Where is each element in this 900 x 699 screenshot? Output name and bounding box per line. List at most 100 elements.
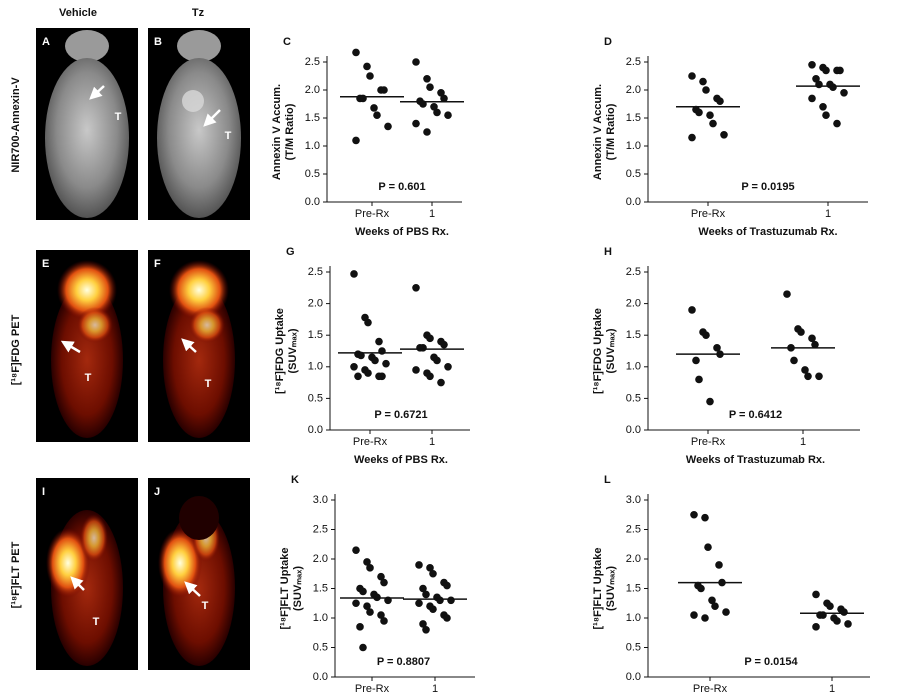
data-point — [366, 72, 374, 80]
column-header: Tz — [192, 7, 205, 19]
image-panel: TJ — [148, 478, 250, 670]
data-point — [412, 58, 420, 66]
data-point — [690, 510, 698, 519]
data-point — [436, 596, 444, 605]
data-point — [363, 62, 371, 71]
y-tick-label: 2.0 — [626, 553, 641, 565]
data-point — [426, 83, 434, 91]
y-axis-label: [¹⁸F]FDG Uptake — [592, 308, 604, 394]
mouse-body — [45, 58, 129, 218]
y-tick-label: 0.0 — [313, 671, 328, 683]
uptake-hotspot — [169, 260, 229, 320]
y-tick-label: 2.5 — [305, 56, 320, 68]
data-point — [844, 620, 852, 628]
panel-letter: J — [154, 486, 160, 498]
data-point — [359, 94, 367, 103]
y-tick-label: 1.5 — [308, 329, 323, 341]
y-tick-label: 1.0 — [305, 140, 320, 152]
y-tick-label: 0.0 — [305, 196, 320, 208]
tumor-marker: T — [202, 600, 209, 612]
arrow — [70, 576, 85, 591]
data-point — [352, 546, 360, 554]
row-label: [¹⁸F]FDG PET — [10, 314, 22, 385]
data-point — [440, 94, 448, 103]
panel-letter: F — [154, 258, 161, 270]
data-point — [447, 596, 455, 605]
data-point — [708, 596, 716, 605]
data-point — [423, 75, 431, 83]
image-panel: TB — [148, 28, 250, 220]
data-point — [437, 378, 445, 387]
p-value: P = 0.601 — [378, 181, 425, 193]
tumor-marker: T — [85, 372, 92, 384]
chart: 0.0 0.5 1.0 1.5 2.0 2.5 Annexin V Accum. (T/M R… — [592, 36, 868, 238]
x-axis-label: Weeks of PBS Rx. — [354, 454, 448, 466]
y-axis-label: Annexin V Accum. — [271, 84, 283, 180]
data-point — [422, 590, 430, 599]
data-point — [366, 564, 374, 572]
data-point — [815, 80, 823, 89]
data-point — [356, 623, 364, 631]
data-point — [444, 363, 452, 371]
data-point — [419, 344, 427, 352]
data-point — [352, 599, 360, 608]
tumor-marker: T — [93, 616, 100, 628]
head-cavity — [179, 496, 219, 540]
x-tick-label: 1 — [429, 208, 435, 220]
y-tick-label: 2.5 — [626, 523, 641, 535]
data-point — [822, 111, 830, 119]
data-point — [359, 587, 367, 596]
data-point — [363, 602, 371, 610]
arrow — [184, 581, 201, 597]
data-point — [829, 83, 837, 91]
arrow — [181, 338, 197, 353]
column-header: Vehicle — [59, 7, 97, 19]
y-tick-label: 1.5 — [626, 582, 641, 594]
data-point — [833, 617, 841, 625]
data-point — [423, 128, 431, 136]
x-tick-label: 1 — [829, 683, 835, 695]
data-point — [378, 347, 386, 355]
y-tick-label: 0.0 — [626, 196, 641, 208]
data-point — [808, 61, 816, 69]
tumor-marker: T — [225, 130, 232, 142]
y-axis-label: (T/M Ratio) — [605, 103, 617, 160]
data-point — [412, 119, 420, 128]
data-point — [808, 334, 816, 343]
data-point — [371, 356, 379, 365]
row-label: [¹⁸F]FLT PET — [10, 541, 22, 608]
y-tick-label: 0.5 — [305, 168, 320, 180]
arrow — [203, 109, 221, 127]
x-tick-label: 1 — [429, 436, 435, 448]
x-tick-label: 1 — [800, 436, 806, 448]
data-point — [701, 614, 709, 622]
data-point — [380, 617, 388, 625]
data-point — [382, 359, 390, 368]
x-axis-label: Weeks of Trastuzumab Rx. — [698, 226, 837, 238]
y-axis-label: (SUVₘₐₓ) — [287, 328, 299, 373]
data-point — [377, 572, 385, 581]
y-tick-label: 2.5 — [308, 266, 323, 278]
arrow — [60, 340, 81, 354]
data-point — [443, 581, 451, 590]
data-point — [352, 48, 360, 57]
data-point — [430, 103, 438, 111]
tumor-signal — [182, 90, 204, 112]
y-tick-label: 1.5 — [626, 112, 641, 124]
y-tick-label: 0.5 — [626, 641, 641, 653]
row-label: NIR700-Annexin-V — [10, 77, 22, 173]
data-point — [815, 372, 823, 381]
data-point — [715, 561, 723, 569]
y-axis-label: (T/M Ratio) — [284, 103, 296, 160]
data-point — [695, 375, 703, 384]
chart: 0.0 0.5 1.0 1.5 2.0 2.5 3.0 [¹⁸F]FLT Uptake (SUV… — [279, 474, 475, 695]
data-point — [363, 558, 371, 566]
data-point — [354, 372, 362, 381]
data-point — [350, 363, 358, 371]
data-point — [443, 614, 451, 622]
y-axis-label: [¹⁸F]FLT Uptake — [592, 548, 604, 630]
y-tick-label: 1.0 — [313, 612, 328, 624]
x-axis-label: Weeks of PBS Rx. — [355, 226, 449, 238]
y-tick-label: 0.0 — [626, 424, 641, 436]
data-point — [701, 513, 709, 522]
